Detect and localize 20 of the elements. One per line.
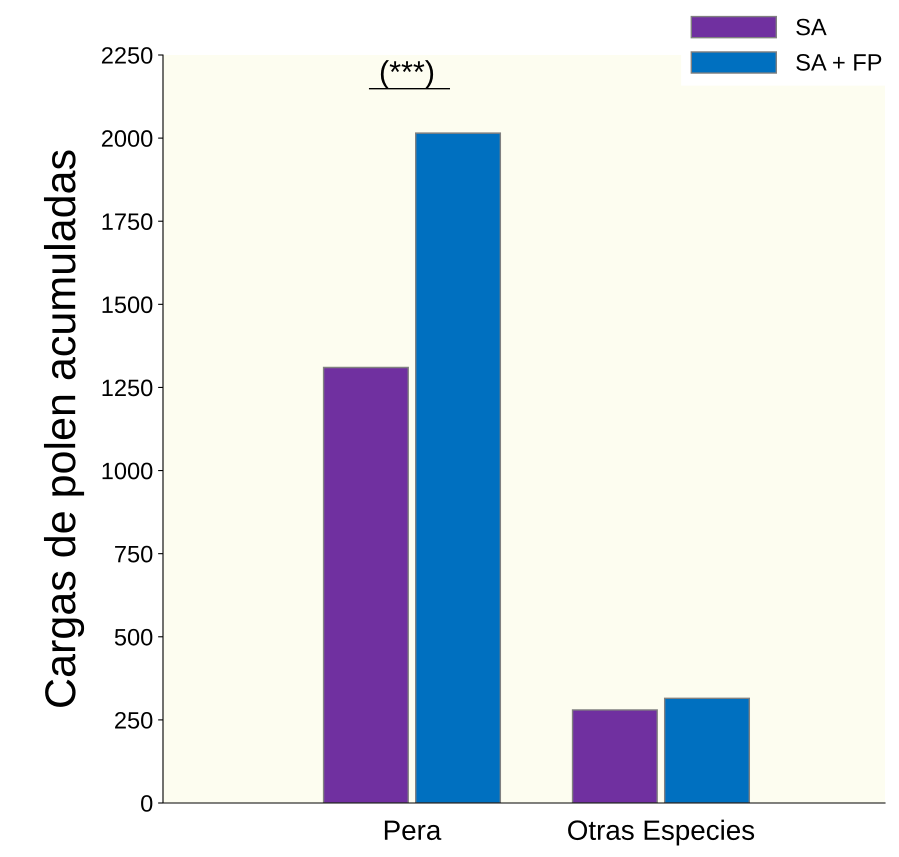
bar [572,709,658,803]
y-tick-label: 1500 [102,296,152,314]
legend-label: SA + FP [796,54,882,71]
y-tick-label: 1750 [102,213,152,230]
bar [322,366,409,803]
y-tick-label: 1250 [102,380,152,396]
y-tick-label: 1000 [102,462,152,480]
y-tick-label: 2000 [102,130,152,147]
y-tick-label: 250 [115,712,152,729]
y-axis-title: Cargas de polen acumuladas [44,150,84,707]
y-tick-label: 2250 [102,47,152,64]
legend-label: SA [796,18,827,36]
x-tick-label: Otras Especies [568,820,754,846]
annotation: (***) [380,60,434,89]
y-tick-label: 750 [115,546,152,562]
y-tick-label: 0 [141,795,152,812]
x-tick-label: Pera [384,820,442,840]
bar [664,698,750,803]
y-tick-label: 500 [114,628,152,646]
bar [415,132,502,803]
